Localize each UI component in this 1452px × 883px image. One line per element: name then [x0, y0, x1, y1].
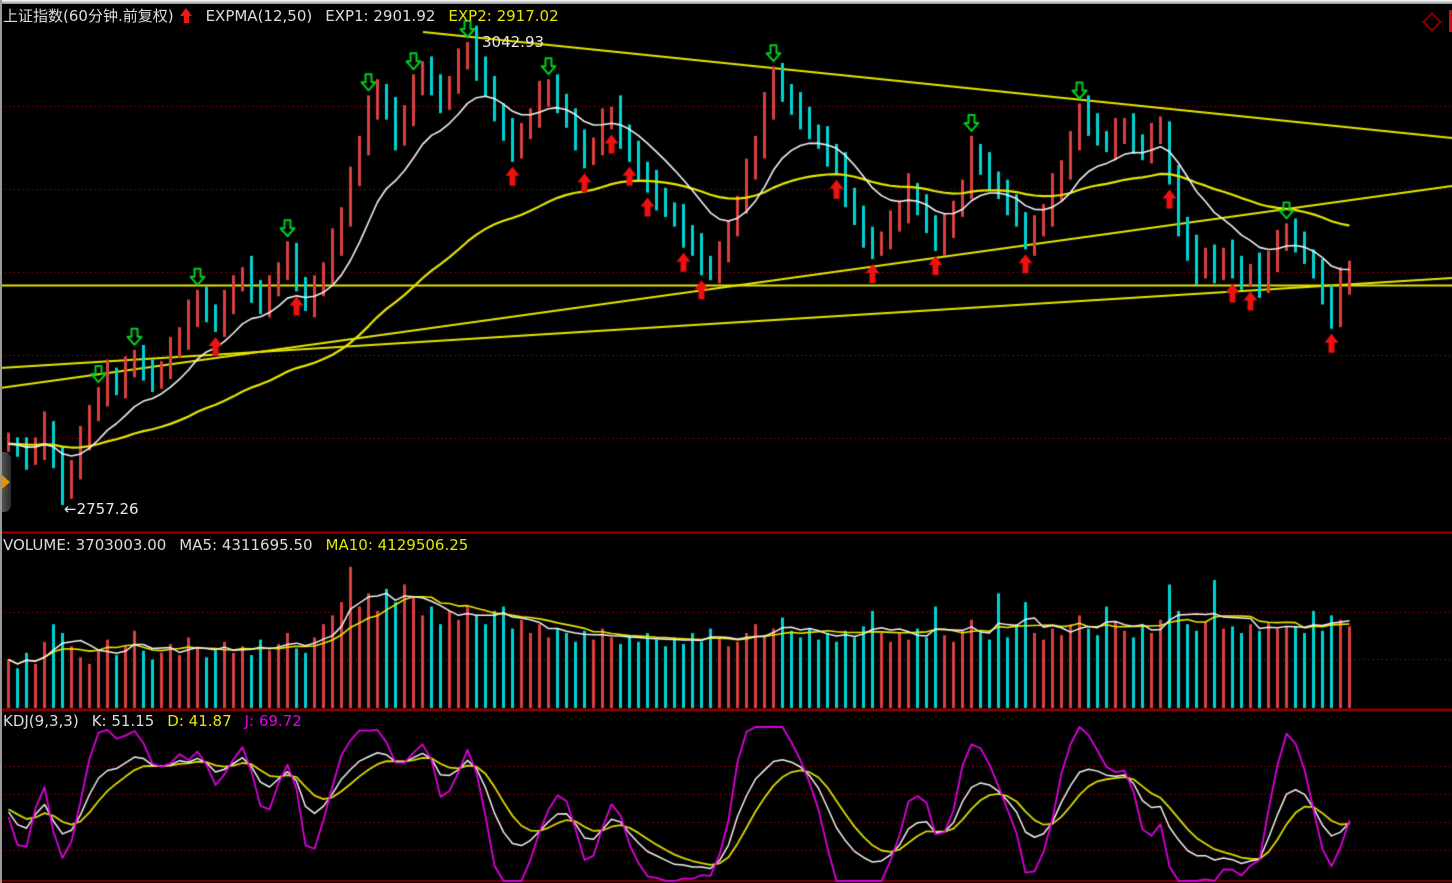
- volume-ma5-label: MA5: 4311695.50: [179, 536, 313, 554]
- right-edge-marker: [1449, 10, 1452, 32]
- low-price-annotation: ←2757.26: [64, 500, 139, 518]
- kdj-d-label: D: 41.87: [167, 712, 232, 730]
- kdj-j-label: J: 69.72: [244, 712, 302, 730]
- volume-value-label[interactable]: VOLUME: 3703003.00: [3, 536, 167, 554]
- exp2-value-label: EXP2: 2917.02: [448, 6, 559, 25]
- red-up-arrow-icon: [179, 8, 193, 23]
- volume-pane-header: VOLUME: 3703003.00 MA5: 4311695.50 MA10:…: [3, 536, 481, 554]
- volume-ma10-label: MA10: 4129506.25: [325, 536, 469, 554]
- main-chart-header: 上证指数(60分钟.前复权) EXPMA(12,50) EXP1: 2901.9…: [3, 5, 572, 26]
- symbol-title: 上证指数(60分钟.前复权): [3, 7, 174, 25]
- kdj-pane-header: KDJ(9,3,3) K: 51.15 D: 41.87 J: 69.72: [3, 712, 315, 730]
- exp1-value-label: EXP1: 2901.92: [325, 6, 436, 25]
- indicator-name-label[interactable]: EXPMA(12,50): [205, 6, 313, 25]
- kdj-indicator-label[interactable]: KDJ(9,3,3): [3, 712, 79, 730]
- expand-arrow-icon: [2, 475, 10, 489]
- high-price-annotation: 3042.93: [482, 33, 545, 51]
- kdj-k-label: K: 51.15: [91, 712, 155, 730]
- pane-splitter-handle[interactable]: [0, 452, 11, 512]
- window-top-border: [0, 0, 1452, 4]
- window-left-border: [0, 0, 2, 883]
